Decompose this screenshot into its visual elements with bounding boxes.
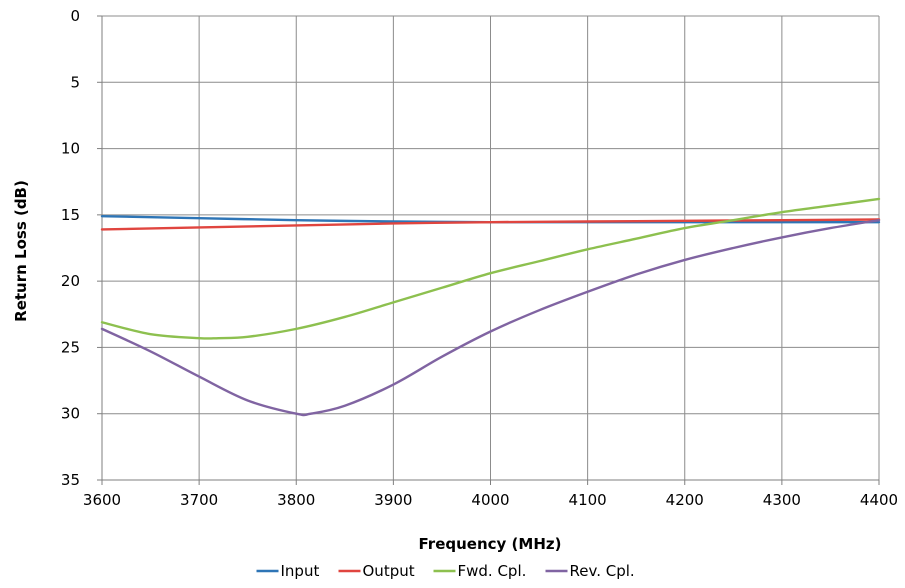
y-tick-label-4: 20 [61,272,80,290]
x-tick-label-3: 3900 [374,491,412,509]
x-tick-label-0: 3600 [83,491,121,509]
y-axis-ticks: 0 5 10 15 20 25 30 35 [61,7,102,489]
x-tick-label-7: 4300 [763,491,801,509]
series-layer [100,197,881,417]
legend-label-output: Output [363,562,415,580]
x-axis-title: Frequency (MHz) [419,535,562,553]
y-tick-label-0: 0 [70,7,80,25]
x-tick-label-6: 4200 [666,491,704,509]
y-tick-label-7: 35 [61,471,80,489]
legend-label-rev-cpl: Rev. Cpl. [570,562,635,580]
x-tick-label-2: 3800 [277,491,315,509]
y-tick-label-2: 10 [61,140,80,158]
y-tick-label-3: 15 [61,206,80,224]
y-tick-label-6: 30 [61,405,80,423]
x-axis-ticks: 3600 3700 3800 3900 4000 4100 4200 4300 4400 [83,480,898,509]
series-line-output [100,218,881,231]
y-axis-title: Return Loss (dB) [12,180,30,322]
legend: Input Output Fwd. Cpl. Rev. Cpl. [256,562,635,580]
y-tick-label-1: 5 [70,73,80,91]
y-tick-label-5: 25 [61,338,80,356]
x-tick-label-4: 4000 [471,491,509,509]
x-tick-label-1: 3700 [180,491,218,509]
series-line-rev-cpl [100,218,881,417]
legend-label-input: Input [281,562,320,580]
grid [101,15,880,481]
x-tick-label-5: 4100 [569,491,607,509]
series-line-fwd-cpl [100,197,881,340]
x-tick-label-8: 4400 [860,491,898,509]
legend-label-fwd-cpl: Fwd. Cpl. [458,562,527,580]
